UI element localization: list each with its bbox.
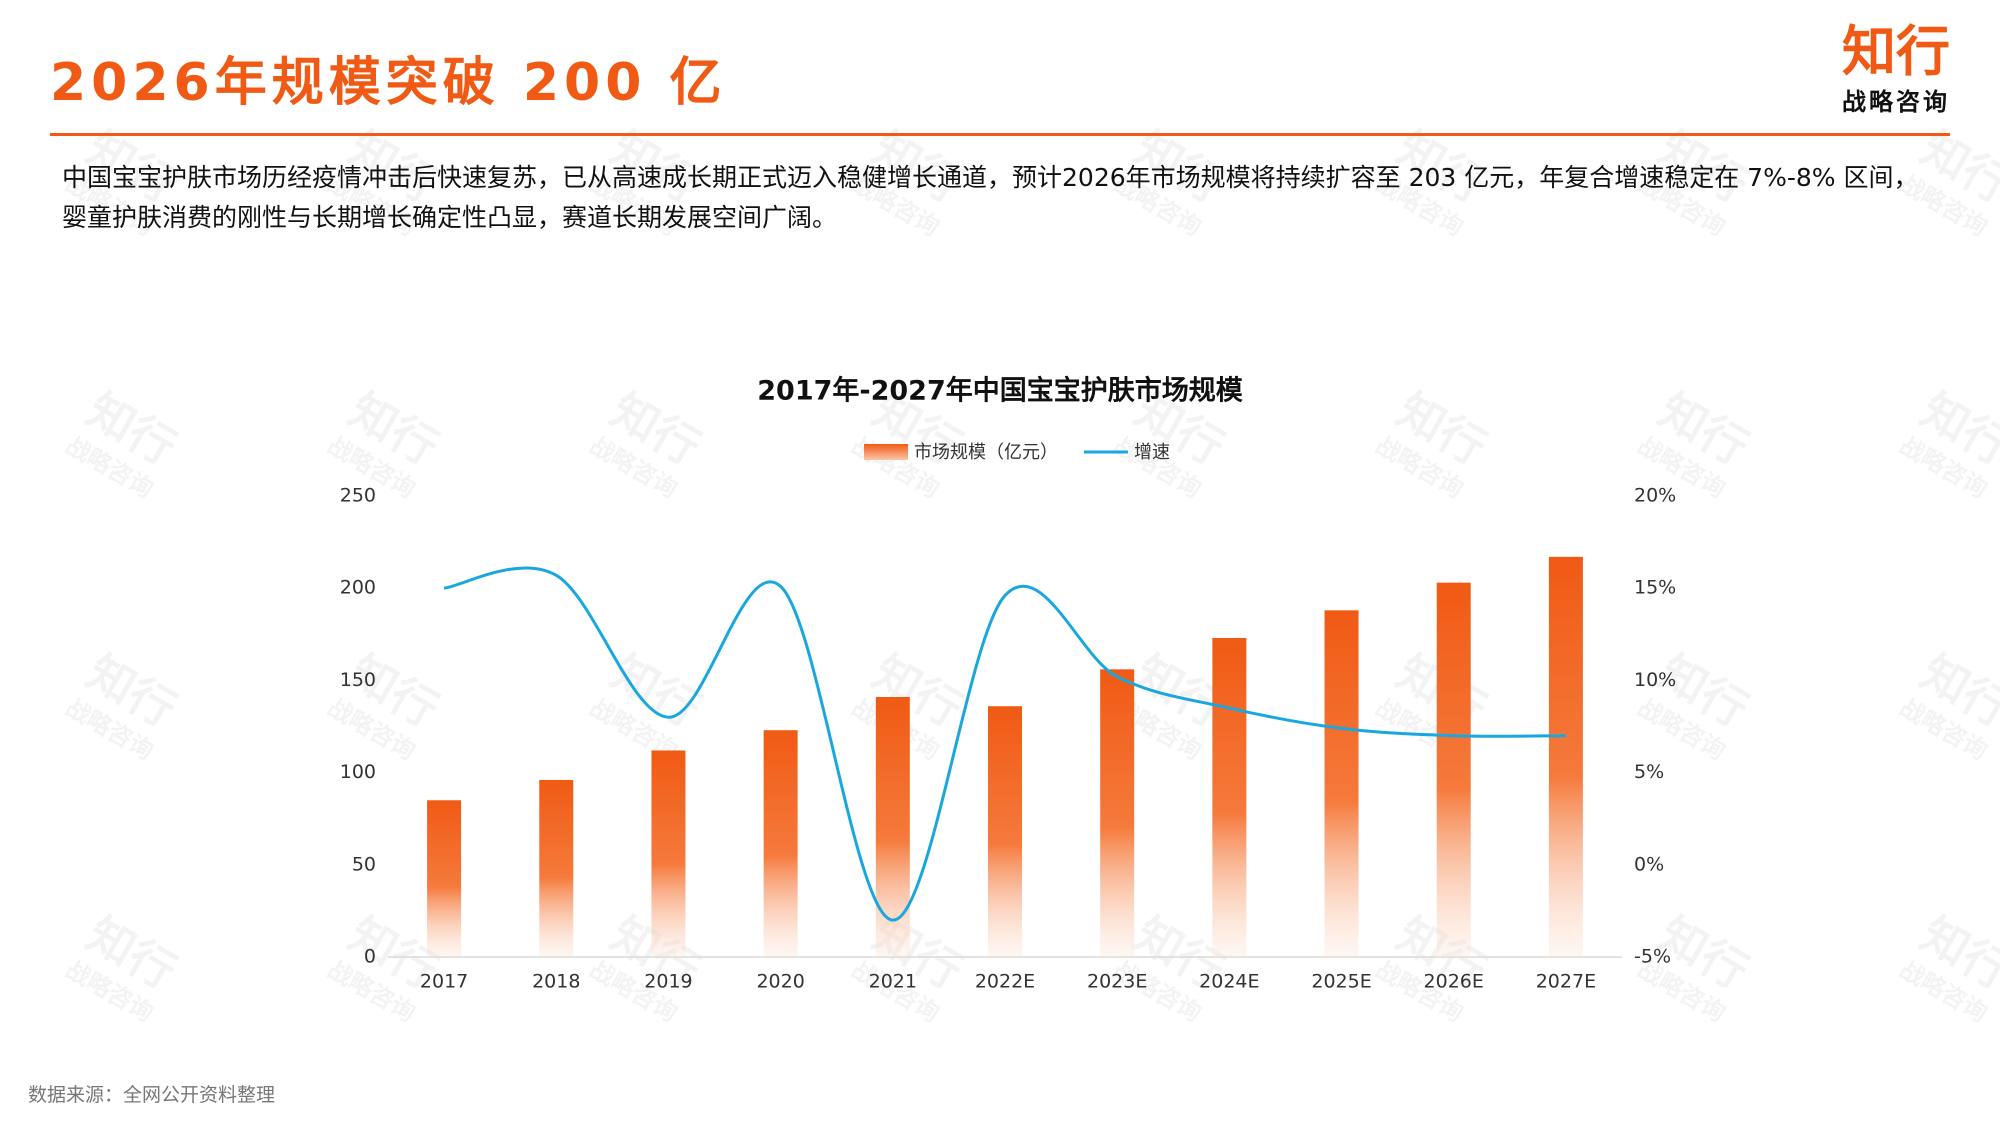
bar (875, 696, 910, 957)
x-tick-label: 2026E (1424, 971, 1484, 993)
x-tick-label: 2017 (420, 971, 468, 993)
legend-swatch (864, 444, 908, 460)
bar (1324, 610, 1359, 957)
y-tick-label: 0 (364, 946, 376, 968)
x-tick-label: 2020 (756, 971, 804, 993)
y-tick-label: 100 (340, 761, 376, 783)
summary: 中国宝宝护肤市场历经疫情冲击后快速复苏，已从高速成长期正式迈入稳健增长通道，预计… (62, 163, 1919, 232)
y-tick-label: 200 (340, 577, 376, 599)
bar (1436, 582, 1471, 957)
bar (763, 730, 798, 957)
source-note: 数据来源：全网公开资料整理 (28, 1084, 276, 1106)
page-title: 2026年规模突破 200 亿 (50, 53, 727, 113)
logo-subtext: 战略咨询 (1842, 88, 1950, 116)
bar (539, 779, 574, 957)
bar (651, 750, 686, 957)
y2-tick-label: 15% (1634, 577, 1676, 599)
growth-line (443, 566, 1566, 922)
x-tick-label: 2027E (1536, 971, 1596, 993)
bar (988, 706, 1022, 957)
x-tick-label: 2025E (1311, 971, 1371, 993)
chart-title: 2017年-2027年中国宝宝护肤市场规模 (757, 375, 1243, 407)
y2-tick-label: 0% (1634, 853, 1664, 875)
y2-tick-label: 10% (1634, 669, 1676, 691)
bar (1212, 637, 1247, 957)
y-tick-label: 150 (340, 669, 376, 691)
y-tick-label: 50 (352, 853, 376, 875)
x-tick-label: 2024E (1199, 971, 1259, 993)
x-tick-label: 2018 (532, 971, 580, 993)
y2-tick-label: 20% (1634, 485, 1676, 507)
bar (427, 800, 462, 957)
x-tick-label: 2022E (975, 971, 1035, 993)
y2-tick-label: 5% (1634, 761, 1664, 783)
x-tick-label: 2023E (1087, 971, 1147, 993)
y2-tick-label: -5% (1634, 946, 1671, 968)
legend-label: 增速 (1134, 442, 1170, 463)
y-tick-label: 250 (340, 485, 376, 507)
logo: 知行 战略咨询 (1842, 22, 1950, 117)
bar (1100, 669, 1135, 957)
x-tick-label: 2019 (644, 971, 692, 993)
x-tick-label: 2021 (869, 971, 917, 993)
bar (1548, 556, 1583, 957)
title-rule (50, 133, 1950, 136)
legend-label: 市场规模（亿元） (914, 442, 1058, 463)
logo-text: 知行 (1842, 20, 1950, 83)
